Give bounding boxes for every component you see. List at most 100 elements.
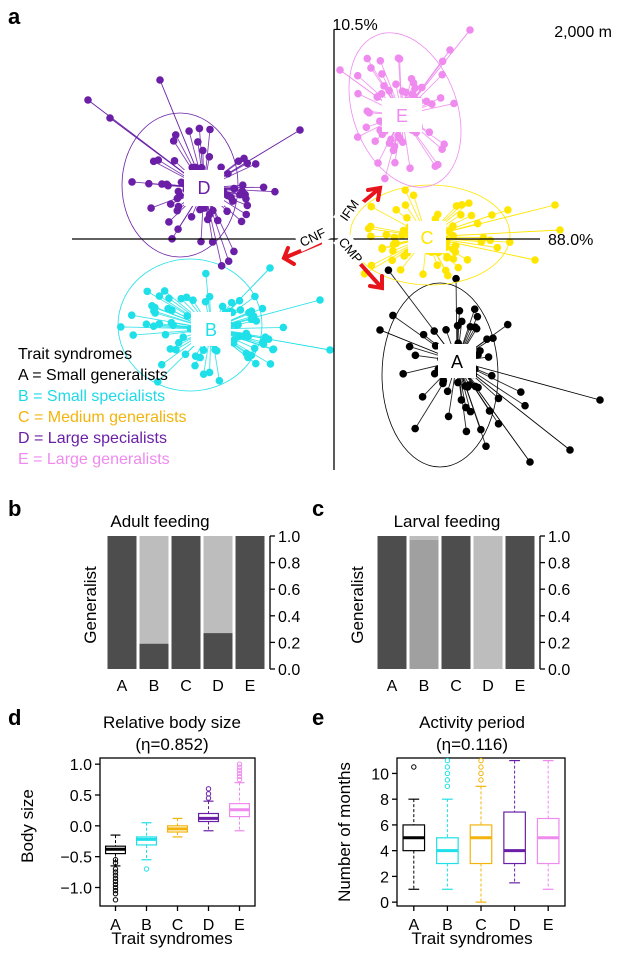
cluster-point-B	[143, 320, 151, 328]
cluster-point-D	[174, 225, 182, 233]
cluster-point-C	[397, 266, 405, 274]
cluster-point-B	[165, 294, 173, 302]
y-tick-label: 0.2	[548, 635, 570, 652]
cluster-point-C	[403, 214, 411, 222]
cluster-point-C	[434, 261, 442, 269]
cluster-point-C	[402, 201, 410, 209]
cluster-point-D	[147, 204, 155, 212]
cluster-point-E	[354, 90, 362, 98]
bar-B	[140, 644, 169, 669]
cluster-point-A	[419, 393, 427, 401]
cluster-point-B	[266, 264, 274, 272]
group-label-A-box: A	[438, 344, 476, 378]
cluster-point-E	[408, 75, 416, 83]
cluster-point-B	[202, 270, 210, 278]
cluster-point-B	[189, 296, 197, 304]
y-tick-label: 0.8	[278, 556, 300, 573]
outlier-D	[206, 792, 210, 796]
cluster-point-A	[439, 380, 447, 388]
legend-item-B: B = Small specialists	[18, 388, 165, 405]
cluster-point-A	[458, 318, 466, 326]
cluster-point-E	[363, 123, 371, 131]
bar-E	[236, 536, 265, 669]
cluster-point-A	[389, 312, 397, 320]
cluster-point-C	[457, 211, 465, 219]
cluster-point-C	[383, 231, 391, 239]
outlier-A	[113, 898, 117, 902]
cluster-point-D	[165, 218, 173, 226]
cluster-point-C	[551, 201, 559, 209]
cluster-point-D	[167, 200, 175, 208]
group-label-E: E	[396, 106, 408, 126]
elevation-label: 2,000 m	[554, 24, 612, 41]
chart-b-ylabel: Generalist	[81, 566, 100, 644]
bar-E	[506, 536, 535, 669]
cluster-point-B	[129, 331, 137, 339]
bar-C	[442, 536, 471, 669]
cluster-point-E	[365, 109, 373, 117]
cluster-point-A	[596, 396, 604, 404]
cluster-point-D	[209, 207, 217, 215]
cluster-point-D	[238, 187, 246, 195]
y-tick-label: 1.0	[278, 529, 300, 546]
outlier-D	[206, 787, 210, 791]
y-tick-label: 6	[380, 818, 389, 835]
cluster-point-C	[401, 186, 409, 194]
cluster-point-E	[392, 80, 400, 88]
y-tick-label: 4	[380, 844, 389, 861]
cluster-point-B	[251, 293, 259, 301]
cluster-point-A	[399, 370, 407, 378]
y-tick-label: 1.0	[70, 757, 92, 774]
x-tick-label-A: A	[110, 917, 121, 934]
cluster-point-E	[426, 128, 434, 136]
cluster-point-A	[444, 388, 452, 396]
cluster-point-A	[412, 352, 420, 360]
chart-c-ylabel: Generalist	[348, 566, 367, 644]
cluster-point-D	[185, 127, 193, 135]
cluster-point-D	[194, 138, 202, 146]
cluster-point-B	[259, 305, 267, 313]
cluster-point-E	[390, 146, 398, 154]
chart-c-title: Larval feeding	[394, 512, 501, 531]
x-tick-label-B: B	[419, 678, 430, 695]
cluster-point-B	[316, 296, 324, 304]
cluster-point-E	[450, 100, 458, 108]
outlier-A	[412, 765, 416, 769]
outlier-C	[479, 758, 483, 762]
outlier-C	[479, 765, 483, 769]
outlier-B	[445, 784, 449, 788]
cluster-point-C	[488, 211, 496, 219]
cluster-point-D	[128, 178, 136, 186]
legend-item-E: E = Large generalists	[18, 451, 170, 468]
x-tick-label-A: A	[408, 917, 419, 934]
box-D	[504, 812, 526, 863]
outlier-B	[445, 765, 449, 769]
chart-d-subtitle: (η=0.852)	[135, 735, 208, 754]
box-C	[470, 825, 492, 864]
bar-C	[172, 536, 201, 669]
cluster-point-D	[156, 76, 164, 84]
cluster-point-E	[431, 162, 439, 170]
cluster-point-A	[566, 446, 574, 454]
cluster-point-D	[227, 194, 235, 202]
y-tick-label: 1.0	[548, 529, 570, 546]
cluster-point-C	[389, 247, 397, 255]
cluster-point-D	[196, 125, 204, 133]
cluster-point-E	[440, 140, 448, 148]
cluster-point-C	[494, 244, 502, 252]
cluster-point-E	[354, 72, 362, 80]
cluster-point-B	[143, 288, 151, 296]
cluster-point-C	[458, 201, 466, 209]
cluster-point-E	[363, 55, 371, 63]
panel-label-d: d	[8, 705, 21, 730]
cluster-point-D	[106, 114, 114, 122]
cluster-point-C	[454, 264, 462, 272]
cluster-point-A	[485, 353, 493, 361]
cluster-point-C	[419, 270, 427, 278]
cluster-point-E	[391, 159, 399, 167]
chart-d-ylabel: Body size	[18, 789, 37, 863]
bar-B	[410, 540, 439, 669]
cluster-point-A	[411, 425, 419, 433]
cluster-point-A	[385, 266, 393, 274]
